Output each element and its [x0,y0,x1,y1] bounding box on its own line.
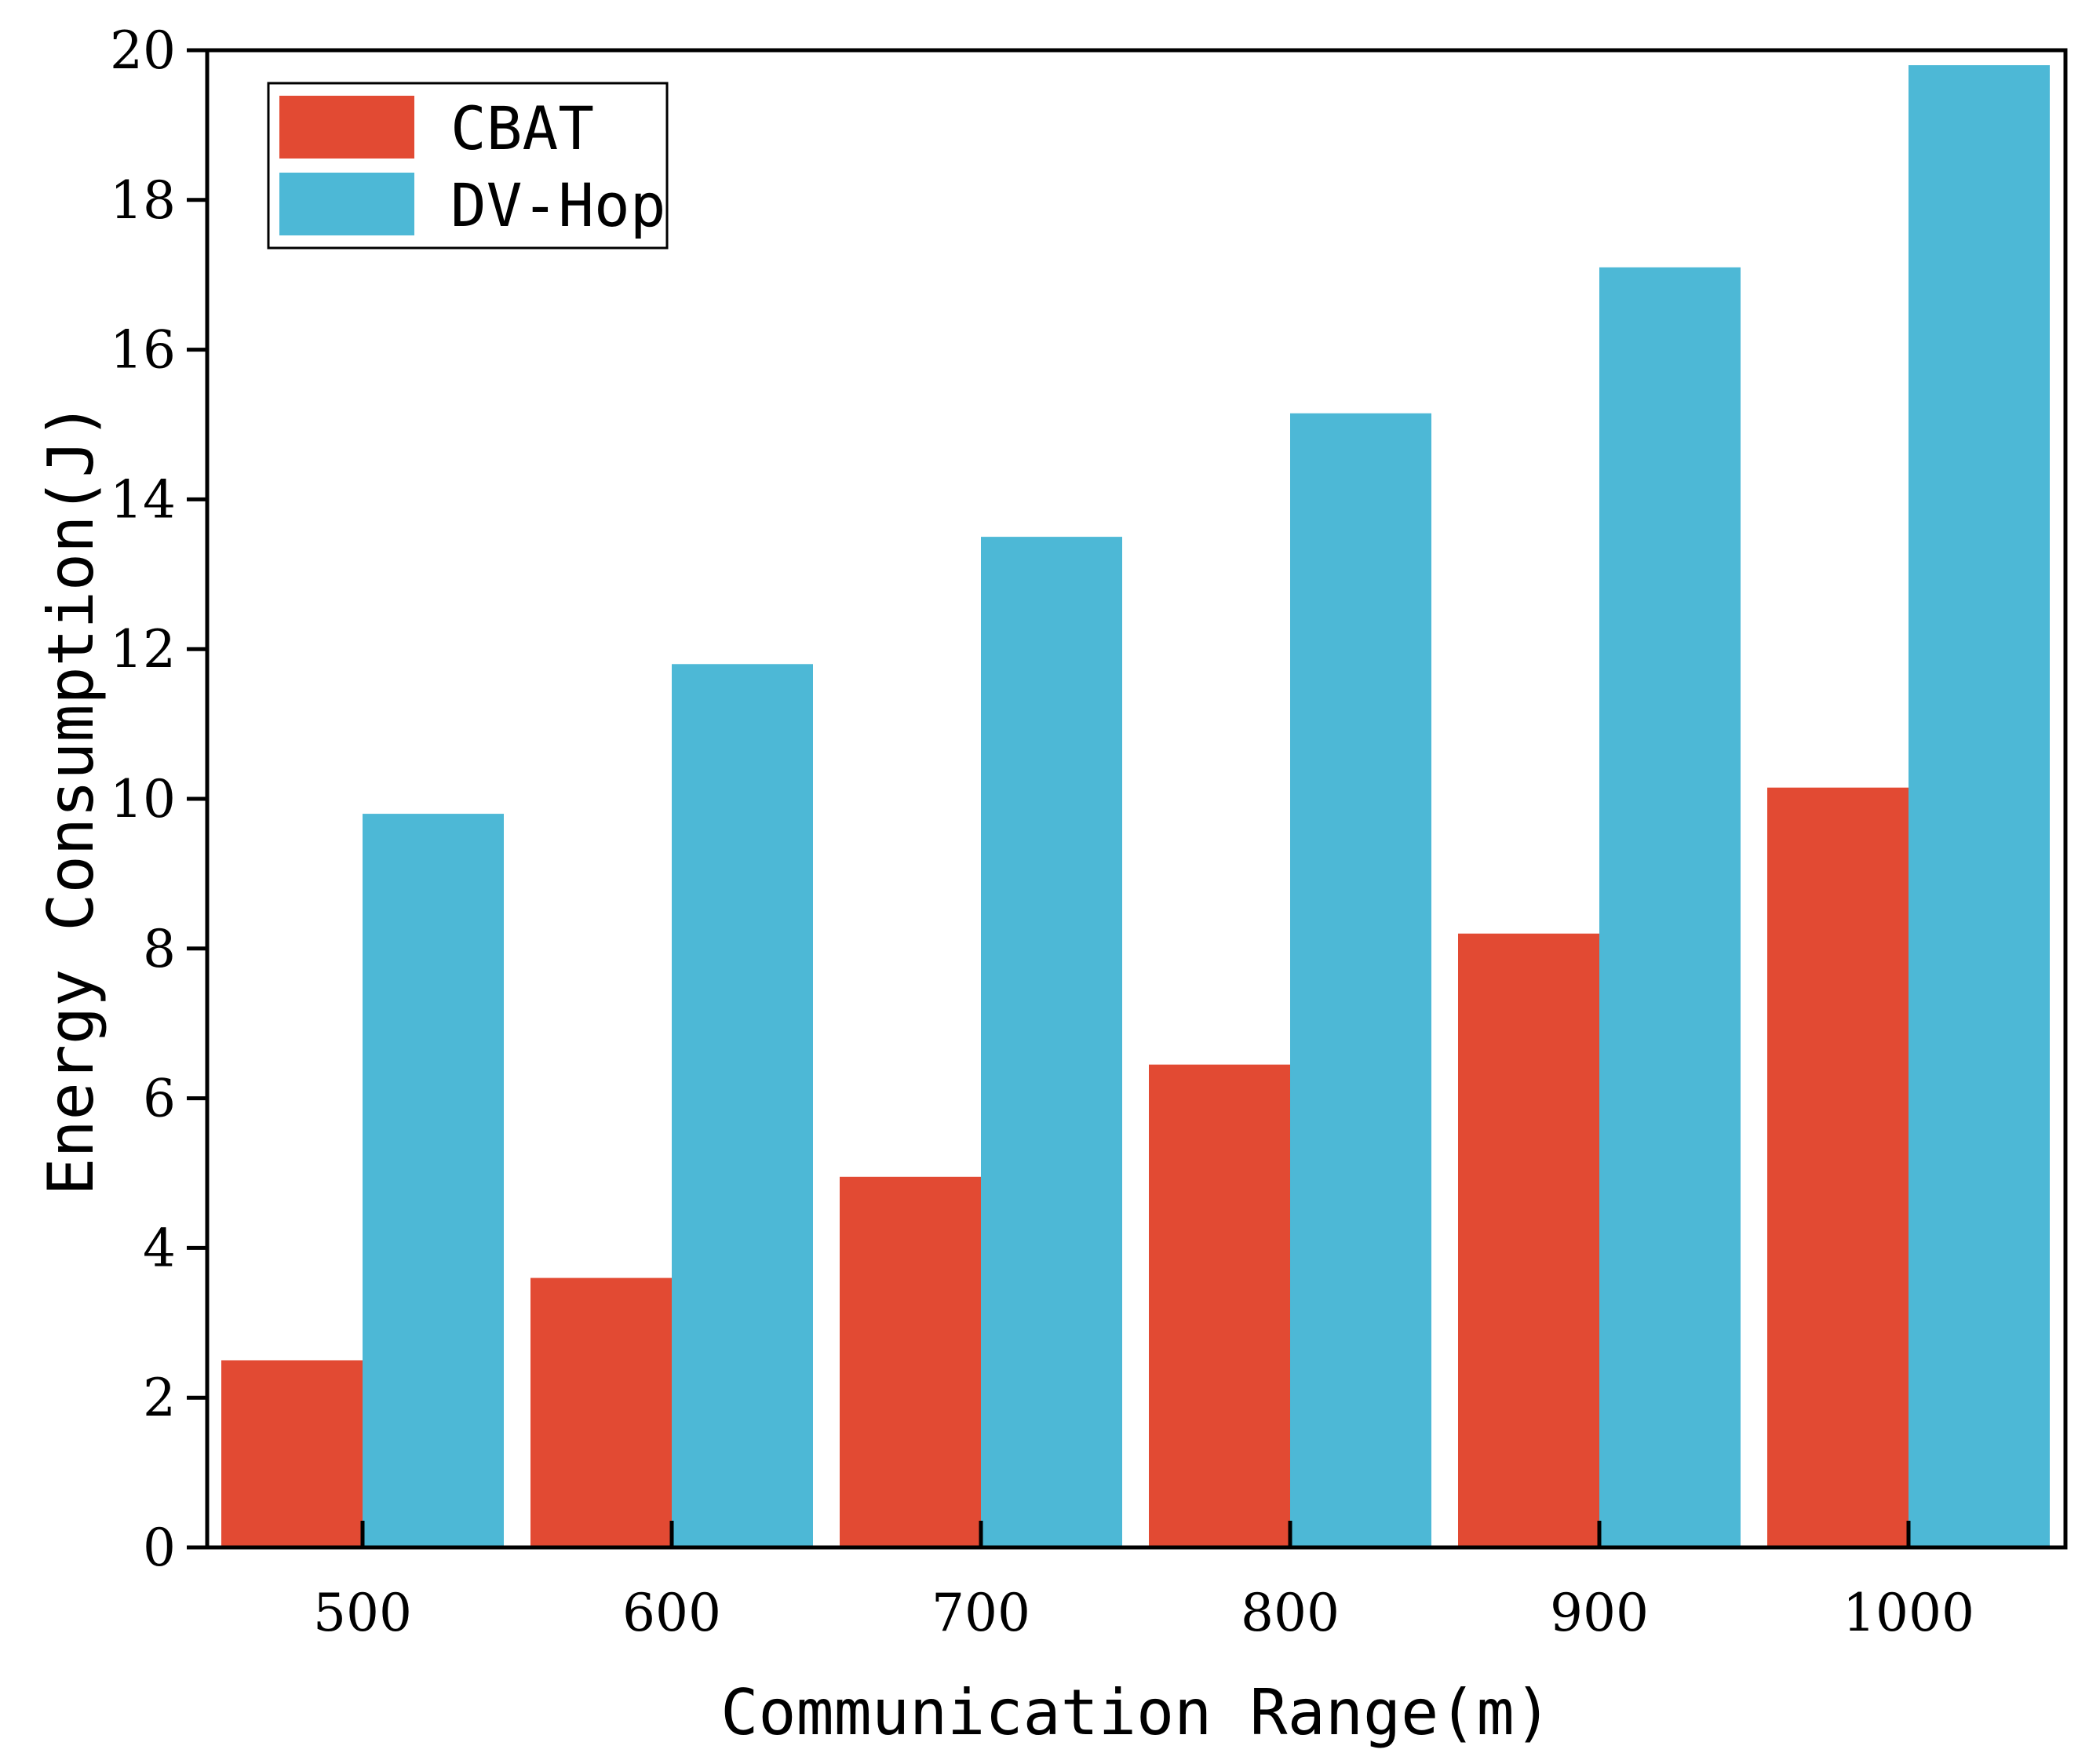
y-axis-title: Energy Consumption(J) [35,402,108,1195]
bar-cbat-500 [221,1360,363,1547]
bar-cbat-700 [840,1176,981,1547]
y-tick-label-18: 18 [110,170,176,231]
tick-labels-layer: 500 600 700 800 900 1000 0 2 4 6 8 10 12 14 16 18 20 [110,20,1974,1643]
bar-dv-hop-500 [363,814,504,1547]
bars-layer [221,65,2050,1548]
bar-cbat-900 [1458,933,1599,1547]
y-tick-label-2: 2 [143,1368,176,1428]
bar-cbat-600 [530,1277,672,1547]
bar-dv-hop-700 [981,537,1122,1547]
y-tick-label-20: 20 [110,20,176,81]
x-axis-title: Communication Range(m) [720,1676,1552,1749]
legend-label-cbat: CBAT [450,93,594,163]
bar-cbat-1000 [1767,787,1909,1547]
x-tick-label-1000: 1000 [1843,1583,1974,1643]
x-tick-label-800: 800 [1241,1583,1340,1643]
legend: CBAT DV-Hop [267,82,669,250]
plot-area-frame [205,48,2068,1550]
legend-label-dv-hop: DV-Hop [450,170,666,240]
y-tick-label-6: 6 [143,1069,176,1129]
ticks-layer [187,48,1911,1550]
bar-dv-hop-900 [1599,267,1741,1547]
legend-swatch-cbat [279,96,414,159]
bar-dv-hop-600 [672,664,813,1547]
y-tick-label-10: 10 [110,769,176,829]
y-tick-label-14: 14 [110,469,176,530]
x-tick-label-700: 700 [931,1583,1030,1643]
bar-dv-hop-800 [1290,413,1431,1548]
x-tick-label-900: 900 [1550,1583,1649,1643]
y-tick-label-12: 12 [110,619,176,680]
legend-swatch-dv-hop [279,173,414,235]
bar-cbat-800 [1149,1064,1290,1547]
y-tick-label-4: 4 [143,1218,176,1278]
y-tick-label-16: 16 [110,320,176,381]
y-tick-label-8: 8 [143,919,176,979]
bar-dv-hop-1000 [1909,65,2050,1548]
x-tick-label-500: 500 [313,1583,412,1643]
x-tick-label-600: 600 [622,1583,721,1643]
y-tick-label-0: 0 [143,1518,176,1578]
